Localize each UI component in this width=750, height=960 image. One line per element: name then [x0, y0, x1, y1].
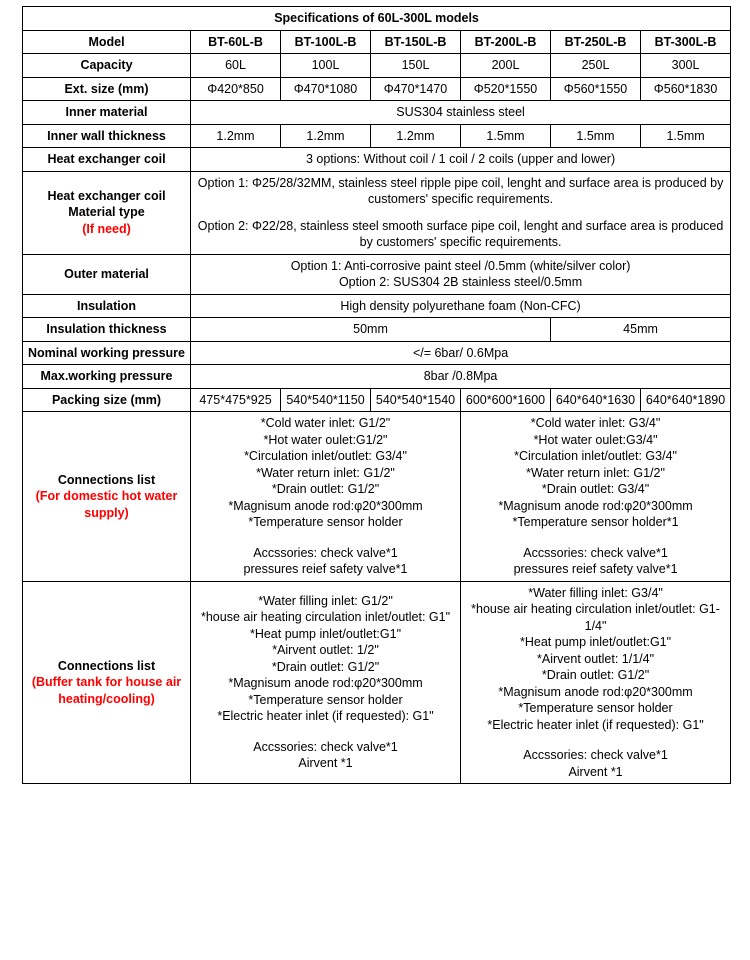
capacity-value-3: 150L [370, 53, 461, 78]
connections-buffer-right-accessories: Accssories: check valve*1 [523, 748, 668, 762]
packing-size-value-5: 640*640*1630 [550, 387, 641, 412]
page-title: Specifications of 60L-300L models [21, 6, 732, 31]
capacity-value-6: 300L [639, 53, 732, 78]
row-label-nominal-working-pressure: Nominal working pressure [22, 340, 191, 365]
connections-buffer-right-items: *Water filling inlet: G3/4" *house air h… [471, 585, 720, 732]
capacity-value-4: 200L [460, 53, 551, 78]
ext-size-value-1: Φ420*850 [190, 76, 281, 101]
inner-wall-value-3: 1.2mm [370, 123, 461, 148]
row-label-max-working-pressure: Max.working pressure [22, 364, 191, 389]
connections-buffer-left-accessories: Accssories: check valve*1 [253, 739, 398, 754]
row-label-insulation-thickness: Insulation thickness [22, 317, 191, 342]
ext-size-value-6: Φ560*1830 [639, 76, 732, 101]
connections-domestic-left: *Cold water inlet: G1/2" *Hot water oule… [190, 411, 461, 582]
insulation-thickness-value-right: 45mm [549, 317, 732, 342]
row-label-inner-wall-thickness: Inner wall thickness [22, 123, 191, 148]
inner-wall-value-5: 1.5mm [550, 123, 641, 148]
table-row-title: Specifications of 60L-300L models [21, 6, 732, 31]
table-row-insulation-thickness: Insulation thickness 50mm 45mm [22, 317, 732, 342]
connections-buffer-left-accessories-line2: Airvent *1 [298, 756, 353, 771]
connections-domestic-right: *Cold water inlet: G3/4" *Hot water oule… [459, 411, 732, 582]
row-label-connections-buffer: Connections list (Buffer tank for house … [22, 580, 191, 784]
connections-domestic-left-accessories: Accssories: check valve*1 pressures reie… [243, 545, 408, 577]
column-header-model-5: BT-250L-B [550, 29, 641, 54]
table-row-nominal-working-pressure: Nominal working pressure </= 6bar/ 0.6Mp… [22, 340, 732, 365]
coil-material-option-1: Option 1: Φ25/28/32MM, stainless steel r… [197, 175, 724, 207]
row-label-inner-material: Inner material [22, 100, 191, 125]
connections-buffer-label-note: (Buffer tank for house air heating/cooli… [31, 675, 182, 706]
coil-material-options: Option 1: Φ25/28/32MM, stainless steel r… [189, 170, 732, 255]
capacity-value-1: 60L [190, 53, 281, 78]
inner-material-value: SUS304 stainless steel [189, 100, 732, 125]
ext-size-value-5: Φ560*1550 [550, 76, 641, 101]
table-row-inner-material: Inner material SUS304 stainless steel [22, 100, 732, 125]
row-label-coil-material-type: Heat exchanger coil Material type (If ne… [22, 170, 191, 255]
row-label-packing-size: Packing size (mm) [22, 387, 191, 412]
table-row-outer-material: Outer material Option 1: Anti-corrosive … [22, 253, 732, 295]
packing-size-value-1: 475*475*925 [190, 387, 281, 412]
row-label-connections-domestic: Connections list (For domestic hot water… [22, 411, 191, 582]
coil-material-label-line1: Heat exchanger coil [47, 188, 166, 203]
column-header-model-1: BT-60L-B [190, 29, 281, 54]
connections-domestic-right-accessories: Accssories: check valve*1 pressures reie… [513, 545, 678, 577]
specification-sheet: Specifications of 60L-300L models Model … [21, 6, 732, 784]
packing-size-value-3: 540*540*1540 [370, 387, 461, 412]
connections-domestic-left-items: *Cold water inlet: G1/2" *Hot water oule… [228, 416, 423, 529]
capacity-value-2: 100L [280, 53, 371, 78]
column-header-model-6: BT-300L-B [639, 29, 732, 54]
column-header-model-2: BT-100L-B [280, 29, 371, 54]
connections-buffer-right-accessories-line2: Airvent *1 [568, 764, 623, 779]
column-header-model-3: BT-150L-B [370, 29, 461, 54]
table-row-coil-material-type: Heat exchanger coil Material type (If ne… [22, 170, 732, 255]
packing-size-value-2: 540*540*1150 [280, 387, 371, 412]
specifications-table: Specifications of 60L-300L models Model … [21, 6, 732, 784]
packing-size-value-6: 640*640*1890 [639, 387, 732, 412]
nominal-working-pressure-value: </= 6bar/ 0.6Mpa [189, 340, 732, 365]
row-label-ext-size: Ext. size (mm) [22, 76, 191, 101]
table-row-max-working-pressure: Max.working pressure 8bar /0.8Mpa [22, 364, 732, 389]
inner-wall-value-2: 1.2mm [280, 123, 371, 148]
outer-material-value: Option 1: Anti-corrosive paint steel /0.… [189, 253, 732, 295]
connections-buffer-right: *Water filling inlet: G3/4" *house air h… [459, 580, 732, 784]
connections-buffer-left: *Water filling inlet: G1/2" *house air h… [190, 580, 461, 784]
inner-wall-value-6: 1.5mm [639, 123, 732, 148]
row-label-heat-exchanger-coil: Heat exchanger coil [22, 147, 191, 172]
row-label-model: Model [22, 29, 191, 54]
table-row-capacity: Capacity 60L 100L 150L 200L 250L 300L [22, 53, 732, 78]
connections-buffer-left-items: *Water filling inlet: G1/2" *house air h… [200, 593, 451, 724]
connections-domestic-label-main: Connections list [57, 472, 156, 487]
table-row-heat-exchanger-coil: Heat exchanger coil 3 options: Without c… [22, 147, 732, 172]
row-label-insulation: Insulation [22, 293, 191, 318]
capacity-value-5: 250L [550, 53, 641, 78]
row-label-capacity: Capacity [22, 53, 191, 78]
table-row-ext-size: Ext. size (mm) Φ420*850 Φ470*1080 Φ470*1… [22, 76, 732, 101]
coil-material-label-note: (If need) [82, 222, 131, 237]
connections-domestic-right-items: *Cold water inlet: G3/4" *Hot water oule… [498, 416, 693, 529]
coil-material-label-line2: Material type [68, 205, 145, 220]
table-row-inner-wall-thickness: Inner wall thickness 1.2mm 1.2mm 1.2mm 1… [22, 123, 732, 148]
inner-wall-value-1: 1.2mm [190, 123, 281, 148]
heat-exchanger-coil-value: 3 options: Without coil / 1 coil / 2 coi… [189, 147, 732, 172]
column-header-model-4: BT-200L-B [460, 29, 551, 54]
inner-wall-value-4: 1.5mm [460, 123, 551, 148]
coil-material-option-2: Option 2: Φ22/28, stainless steel smooth… [197, 218, 724, 250]
packing-size-value-4: 600*600*1600 [460, 387, 551, 412]
table-row-connections-buffer: Connections list (Buffer tank for house … [22, 580, 732, 784]
ext-size-value-4: Φ520*1550 [460, 76, 551, 101]
table-row-model-header: Model BT-60L-B BT-100L-B BT-150L-B BT-20… [22, 29, 732, 54]
table-row-insulation: Insulation High density polyurethane foa… [22, 293, 732, 318]
ext-size-value-3: Φ470*1470 [370, 76, 461, 101]
row-label-outer-material: Outer material [22, 253, 191, 295]
max-working-pressure-value: 8bar /0.8Mpa [189, 364, 732, 389]
table-row-connections-domestic: Connections list (For domestic hot water… [22, 411, 732, 582]
insulation-value: High density polyurethane foam (Non-CFC) [189, 293, 732, 318]
insulation-thickness-value-left: 50mm [190, 317, 551, 342]
connections-buffer-label-main: Connections list [57, 658, 156, 673]
connections-domestic-label-note: (For domestic hot water supply) [35, 489, 178, 520]
table-row-packing-size: Packing size (mm) 475*475*925 540*540*11… [22, 387, 732, 412]
outer-material-options: Option 1: Anti-corrosive paint steel /0.… [290, 258, 631, 290]
ext-size-value-2: Φ470*1080 [280, 76, 371, 101]
